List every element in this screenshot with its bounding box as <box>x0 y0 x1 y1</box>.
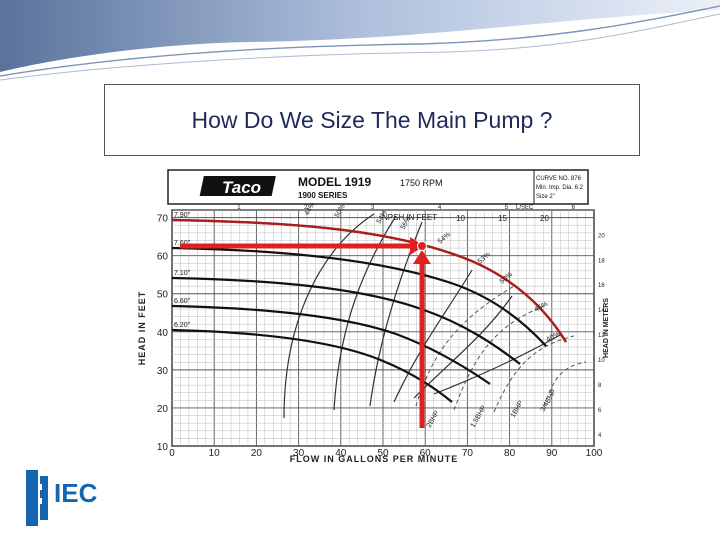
curve-info-1: CURVE NO. 876 <box>536 176 582 182</box>
meter-tick-label: 14 <box>598 308 605 314</box>
y-tick-label: 60 <box>157 252 169 263</box>
operating-point-arrows <box>180 237 431 428</box>
meter-tick-label: 8 <box>598 383 602 389</box>
curve-info-2: Min. Imp. Dia. 6.2 <box>536 185 584 191</box>
bhp-curves <box>415 285 587 413</box>
operating-point <box>417 241 427 251</box>
npsh-label: NPSH IN FEET <box>382 213 437 222</box>
pump-curve-chart: Taco MODEL 1919 1900 SERIES 1750 RPM CUR… <box>134 166 614 466</box>
flow-arrow-head <box>413 250 431 264</box>
y-tick-label: 50 <box>157 290 169 301</box>
pump-curve-svg: Taco MODEL 1919 1900 SERIES 1750 RPM CUR… <box>134 166 614 466</box>
lsec-label: L/SEC <box>516 205 534 211</box>
npsh-tick-label: 20 <box>540 214 549 223</box>
meter-tick-label: 4 <box>598 433 602 439</box>
brand-label: Taco <box>222 178 261 197</box>
y-tick-label: 70 <box>157 214 169 225</box>
y-tick-label: 30 <box>157 366 169 377</box>
logo-mark <box>26 470 48 526</box>
meter-tick-label: 16 <box>598 283 605 289</box>
chart-ticks: 0 10 20 30 40 50 60 70 80 90 100102030405060704681… <box>157 205 605 459</box>
y-tick-label: 40 <box>157 328 169 339</box>
lsec-tick-label: 1 <box>237 205 241 211</box>
rpm-label: 1750 RPM <box>400 178 443 188</box>
x-axis-title: FLOW IN GALLONS PER MINUTE <box>290 454 459 464</box>
iec-logo: IEC <box>24 466 134 530</box>
title-box: How Do We Size The Main Pump ? <box>104 84 640 156</box>
x-tick-label: 10 <box>209 448 221 459</box>
meter-tick-label: 18 <box>598 258 605 264</box>
npsh-tick-label: 10 <box>456 214 465 223</box>
impeller-label: 7.90" <box>174 212 191 219</box>
lsec-tick-label: 2 <box>304 205 308 211</box>
impeller-label: 6.20" <box>174 322 191 329</box>
y-tick-label: 20 <box>157 404 169 415</box>
logo-text: IEC <box>54 478 98 508</box>
series-label: 1900 SERIES <box>298 191 348 200</box>
x-tick-label: 30 <box>293 448 305 459</box>
slide-title: How Do We Size The Main Pump ? <box>191 106 553 133</box>
meter-tick-label: 12 <box>598 333 605 339</box>
lsec-tick-label: 3 <box>371 205 375 211</box>
meter-tick-label: 20 <box>598 233 605 239</box>
y-tick-label: 10 <box>157 442 169 453</box>
impeller-label: 6.60" <box>174 298 191 305</box>
lsec-tick-label: 6 <box>572 205 576 211</box>
y-axis-right-title: HEAD IN METERS <box>603 298 610 358</box>
x-tick-label: 50 <box>377 448 389 459</box>
x-tick-label: 0 <box>169 448 175 459</box>
curve-info-3: Size 2" <box>536 194 555 200</box>
x-tick-label: 90 <box>546 448 558 459</box>
x-tick-label: 60 <box>420 448 432 459</box>
model-label: MODEL 1919 <box>298 175 371 189</box>
max-impeller-highlight <box>171 218 568 343</box>
meter-tick-label: 10 <box>598 358 605 364</box>
x-tick-label: 40 <box>335 448 347 459</box>
x-tick-label: 100 <box>586 448 603 459</box>
header-swoosh <box>0 0 720 81</box>
impeller-label: 7.10" <box>174 270 191 277</box>
meter-tick-label: 6 <box>598 408 602 414</box>
x-tick-label: 70 <box>462 448 474 459</box>
x-tick-label: 20 <box>251 448 263 459</box>
y-axis-left-title: HEAD IN FEET <box>137 291 147 366</box>
npsh-tick-label: 15 <box>498 214 507 223</box>
lsec-tick-label: 4 <box>438 205 442 211</box>
x-tick-label: 80 <box>504 448 516 459</box>
lsec-tick-label: 5 <box>505 205 509 211</box>
